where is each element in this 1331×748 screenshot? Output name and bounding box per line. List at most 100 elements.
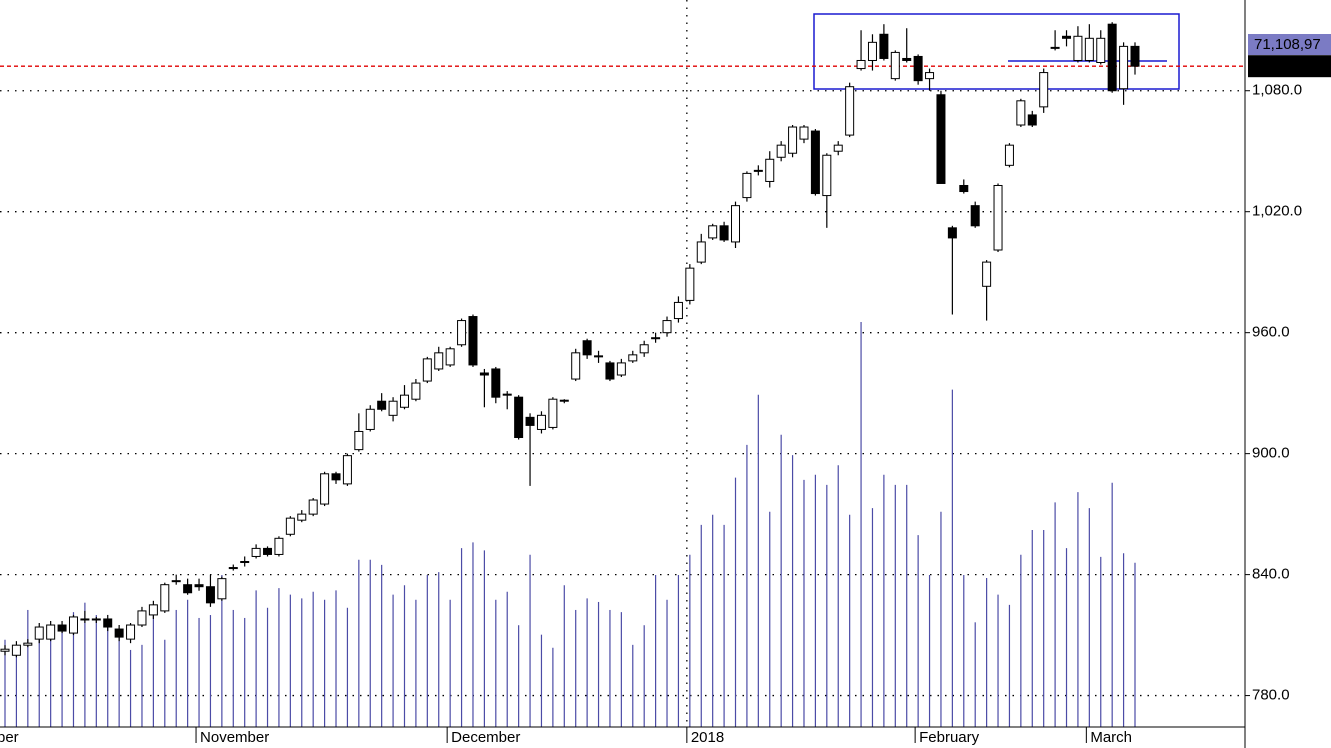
candle-body — [1107, 23, 1117, 92]
candle-body — [731, 205, 741, 243]
x-tick-label: November — [200, 729, 269, 746]
x-tick-label: February — [919, 729, 980, 746]
candle-body — [491, 368, 501, 398]
candle-body — [845, 86, 855, 136]
candle-body — [982, 261, 992, 287]
candle-body — [468, 316, 478, 366]
candle-body — [685, 267, 695, 301]
candle-body — [913, 55, 923, 82]
candle-body — [274, 537, 284, 555]
candle-body — [788, 126, 798, 154]
candle-body — [753, 169, 763, 172]
candle-body — [696, 241, 706, 263]
candle-body — [160, 584, 170, 612]
candle-body — [708, 225, 718, 239]
candle-body — [388, 400, 398, 416]
candle-body — [445, 348, 455, 366]
candle-body — [822, 154, 832, 197]
candle-body — [137, 610, 147, 626]
x-tick-label: March — [1090, 729, 1132, 746]
candle-body — [297, 513, 307, 521]
candle-body — [993, 184, 1003, 251]
candle-body — [126, 624, 136, 640]
candle-body — [719, 225, 729, 241]
candle-body — [1073, 35, 1083, 61]
candle-body — [11, 644, 21, 656]
candle-body — [970, 205, 980, 227]
y-tick-label: 780.0 — [1252, 687, 1290, 704]
annotation-box — [813, 13, 1180, 90]
candle-body — [194, 584, 204, 588]
candle-body — [902, 57, 912, 61]
volume-label: 71,108,97 — [1254, 36, 1321, 53]
candle-body — [479, 372, 489, 376]
candle-body — [833, 144, 843, 152]
candle-body — [1039, 72, 1049, 108]
candle-body — [867, 41, 877, 61]
candle-body — [936, 94, 946, 184]
candle-body — [605, 362, 615, 380]
candle-body — [377, 400, 387, 410]
candle-body — [365, 408, 375, 430]
y-tick-label: 900.0 — [1252, 445, 1290, 462]
y-tick-label: 960.0 — [1252, 324, 1290, 341]
candle-body — [776, 144, 786, 158]
candle-body — [548, 398, 558, 428]
x-tick-label: December — [451, 729, 520, 746]
y-tick-label: 840.0 — [1252, 566, 1290, 583]
candle-body — [628, 354, 638, 362]
y-tick-label: 1,080.0 — [1252, 82, 1302, 99]
candle-body — [959, 184, 969, 193]
candle-body — [399, 394, 409, 408]
candle-body — [23, 642, 33, 646]
candle-body — [91, 618, 101, 621]
candle-body — [240, 561, 250, 564]
candle-body — [1004, 144, 1014, 166]
x-tick-label: 2018 — [691, 729, 724, 746]
candle-body — [0, 648, 10, 652]
price-label: 1,092.17 — [1254, 57, 1312, 74]
candle-body — [1084, 37, 1094, 61]
candle-body — [673, 301, 683, 320]
candle-body — [171, 580, 181, 583]
candle-body — [342, 455, 352, 485]
candle-body — [148, 604, 158, 616]
candle-body — [799, 126, 809, 140]
candle-body — [80, 618, 90, 621]
candle-body — [422, 358, 432, 382]
candle-body — [1016, 100, 1026, 126]
candle-body — [639, 344, 649, 354]
candle-body — [1050, 46, 1060, 49]
candle-body — [856, 59, 866, 70]
candle-body — [263, 547, 273, 555]
candle-body — [810, 130, 820, 195]
candle-body — [890, 51, 900, 80]
candle-body — [879, 33, 889, 59]
candle-body — [1119, 45, 1129, 90]
candle-body — [525, 416, 535, 426]
candle-body — [308, 499, 318, 515]
candle-body — [183, 584, 193, 594]
candle-body — [331, 473, 341, 481]
candle-body — [1096, 37, 1106, 64]
candle-body — [217, 578, 227, 600]
candle-body — [68, 616, 78, 634]
candle-body — [1130, 45, 1140, 67]
candle-body — [742, 172, 752, 199]
candle-body — [57, 624, 67, 632]
x-tick-label: ber — [0, 729, 19, 746]
candle-body — [571, 352, 581, 380]
candle-body — [354, 430, 364, 451]
candle-body — [651, 337, 661, 340]
candle-body — [502, 393, 512, 396]
candle-body — [228, 567, 238, 570]
candle-body — [434, 352, 444, 370]
candle-body — [251, 547, 261, 557]
candle-body — [411, 382, 421, 400]
price-label-bg — [1248, 55, 1331, 78]
candle-body — [205, 586, 215, 604]
candle-body — [765, 158, 775, 182]
candle-body — [559, 399, 569, 402]
